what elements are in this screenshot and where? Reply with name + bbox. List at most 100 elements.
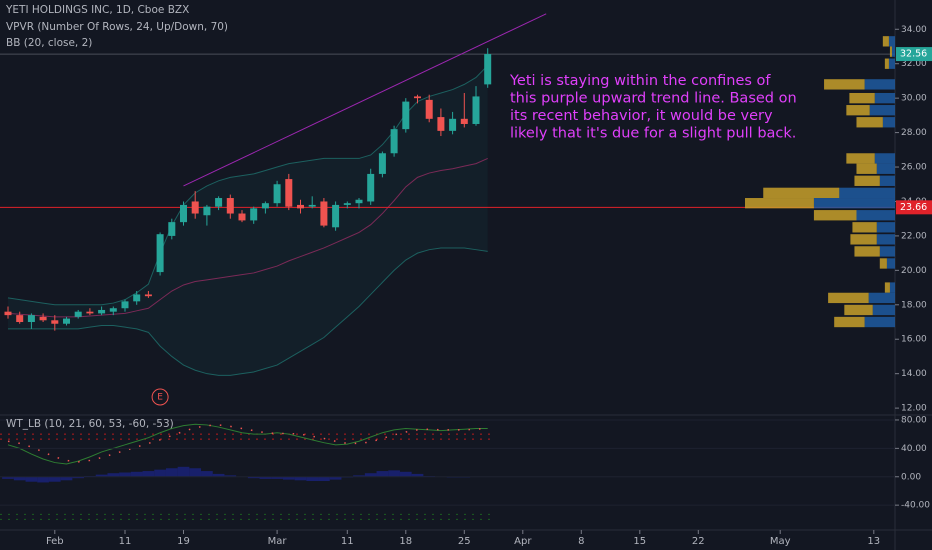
candle-body bbox=[121, 301, 129, 309]
y-tick-label: 32.00 bbox=[901, 59, 927, 69]
candle-body bbox=[402, 101, 410, 130]
candle-body bbox=[16, 315, 24, 323]
vp-down bbox=[884, 58, 889, 69]
candle-body bbox=[437, 117, 445, 131]
osc-wt1 bbox=[7, 423, 488, 465]
x-tick-label: 15 bbox=[633, 536, 646, 547]
event-marker bbox=[151, 388, 169, 406]
vpvr-label: VPVR (Number Of Rows, 24, Up/Down, 70) bbox=[6, 21, 228, 33]
vp-up bbox=[888, 58, 895, 69]
candle-body bbox=[297, 204, 304, 209]
vp-up bbox=[839, 187, 895, 199]
annotation: this purple upward trend line. Based on bbox=[510, 91, 797, 107]
candle-body bbox=[414, 96, 421, 99]
candle-body bbox=[27, 315, 35, 323]
vp-down bbox=[884, 282, 890, 293]
vp-up bbox=[864, 316, 895, 328]
candle-body bbox=[250, 208, 258, 221]
x-tick-label: Apr bbox=[514, 536, 532, 547]
vp-down bbox=[879, 258, 887, 269]
candle-body bbox=[320, 201, 328, 226]
candle-body bbox=[109, 308, 117, 312]
annotation: likely that it's due for a slight pull b… bbox=[510, 126, 796, 142]
vp-down bbox=[763, 187, 840, 199]
vp-up bbox=[868, 292, 895, 304]
osc-hist bbox=[107, 473, 120, 477]
candle-body bbox=[86, 311, 94, 314]
y-tick-label: 22.00 bbox=[901, 231, 927, 241]
candle-body bbox=[133, 294, 141, 302]
bb-lower bbox=[8, 247, 488, 376]
y-tick-label: 12.00 bbox=[901, 404, 927, 414]
x-tick-label: 8 bbox=[578, 536, 584, 547]
vp-up bbox=[876, 234, 895, 245]
vp-down bbox=[834, 316, 865, 328]
osc-hist bbox=[2, 476, 14, 479]
osc-hist bbox=[165, 468, 178, 477]
osc-hist bbox=[119, 472, 131, 477]
candle-body bbox=[74, 311, 82, 317]
x-tick-label: 18 bbox=[399, 536, 412, 547]
vp-down bbox=[846, 105, 870, 116]
candle-body bbox=[191, 201, 199, 214]
osc-hist bbox=[318, 476, 330, 482]
x-tick-label: May bbox=[770, 536, 791, 547]
vp-down bbox=[849, 92, 875, 104]
vp-up bbox=[876, 163, 895, 174]
osc-hist bbox=[201, 471, 213, 477]
x-tick-label: 25 bbox=[458, 536, 471, 547]
osc-hist bbox=[224, 475, 237, 477]
osc-tick-label: -40.00 bbox=[901, 501, 930, 511]
vp-up bbox=[879, 175, 895, 186]
vp-down bbox=[824, 79, 865, 90]
candle-body bbox=[261, 203, 269, 209]
candle-body bbox=[460, 118, 468, 124]
y-tick-label: 14.00 bbox=[901, 369, 927, 379]
osc-hist bbox=[411, 473, 424, 477]
osc-tick-label: 0.00 bbox=[901, 472, 921, 482]
plot: E Yeti is staying within the confines of t… bbox=[0, 13, 932, 547]
price-tag bbox=[896, 47, 932, 62]
osc-hist bbox=[189, 468, 202, 477]
candle-body bbox=[367, 173, 375, 202]
osc-hist bbox=[353, 475, 365, 477]
vp-down bbox=[850, 234, 877, 245]
osc-hist bbox=[37, 476, 49, 483]
x-tick-label: Feb bbox=[46, 536, 64, 547]
vp-down bbox=[854, 175, 880, 186]
vp-up bbox=[856, 210, 895, 221]
candle-body bbox=[332, 204, 340, 228]
osc-hist bbox=[130, 471, 143, 477]
y-tick-label: 30.00 bbox=[901, 94, 927, 104]
vp-up bbox=[889, 282, 895, 293]
candle-body bbox=[98, 309, 106, 314]
candle-body bbox=[484, 54, 492, 85]
candle-body bbox=[168, 222, 176, 236]
candle-body bbox=[203, 206, 211, 216]
candle-body bbox=[355, 199, 363, 204]
vp-down bbox=[889, 46, 892, 57]
candle-body bbox=[308, 204, 316, 207]
osc-hist bbox=[142, 471, 155, 477]
osc-hist bbox=[13, 476, 26, 481]
y-tick-label: 28.00 bbox=[901, 128, 927, 138]
vp-down bbox=[745, 198, 814, 209]
vp-up bbox=[813, 198, 895, 209]
osc-hist bbox=[364, 473, 377, 477]
vp-up bbox=[882, 117, 895, 128]
y-tick-label: 34.00 bbox=[901, 25, 927, 35]
chart-title: YETI HOLDINGS INC, 1D, Cboe BZX bbox=[5, 4, 189, 16]
candle-body bbox=[226, 198, 234, 214]
vp-up bbox=[876, 222, 895, 233]
x-tick-label: 13 bbox=[867, 536, 880, 547]
y-tick-label: 20.00 bbox=[901, 266, 927, 276]
annotation: its recent behavior, it would be very bbox=[510, 108, 773, 124]
osc-hist bbox=[294, 476, 307, 481]
osc-tick-label: 80.00 bbox=[901, 415, 927, 425]
bb-basis bbox=[7, 157, 488, 318]
vp-down bbox=[882, 36, 889, 47]
bb-label: BB (20, close, 2) bbox=[6, 37, 92, 49]
y-tick-label: 16.00 bbox=[901, 335, 927, 345]
